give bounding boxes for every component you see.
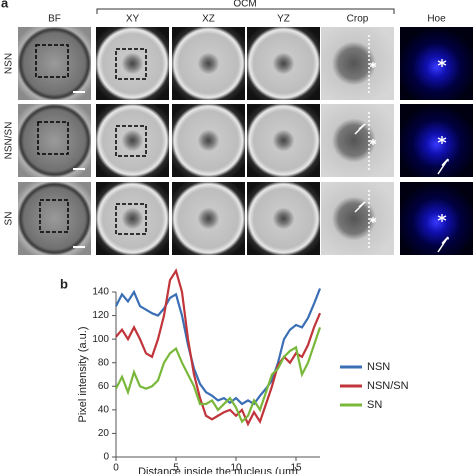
row-label: NSN/SN — [4, 122, 15, 160]
micrograph — [321, 27, 394, 100]
micrograph — [247, 104, 320, 177]
roi-box — [115, 125, 147, 157]
row-label: SN — [4, 212, 15, 226]
y-tick-label: 40 — [98, 404, 110, 415]
micrograph — [18, 27, 91, 100]
legend-label: SN — [367, 399, 382, 411]
arrow — [437, 158, 449, 175]
roi-box — [115, 48, 147, 80]
arrow — [437, 236, 449, 253]
asterisk — [369, 217, 377, 223]
group-label: OCM — [233, 0, 256, 10]
arrow — [354, 201, 366, 213]
y-axis-title: Pixel intensity (a.u.) — [77, 327, 89, 423]
asterisk — [437, 214, 447, 222]
asterisk — [369, 139, 377, 145]
micrograph — [400, 27, 473, 100]
legend-label: NSN — [367, 361, 390, 373]
y-tick-label: 100 — [92, 334, 109, 345]
column-label: Hoe — [427, 14, 446, 25]
micrograph — [321, 104, 394, 177]
micrograph — [400, 182, 473, 255]
row-label: NSN — [4, 53, 15, 74]
series-line — [115, 327, 322, 424]
micrograph — [247, 182, 320, 255]
micrograph — [172, 27, 245, 100]
column-label: XZ — [202, 14, 215, 25]
micrograph — [321, 182, 394, 255]
x-tick-label: 0 — [113, 463, 119, 474]
x-tick-label: 10 — [230, 463, 242, 474]
asterisk — [437, 59, 447, 67]
panel-label: b — [60, 276, 68, 291]
y-tick-label: 120 — [92, 310, 109, 321]
y-tick-label: 0 — [103, 452, 109, 463]
series-line — [115, 268, 322, 427]
roi-box — [35, 44, 69, 78]
y-tick-label: 20 — [98, 428, 110, 439]
micrograph — [96, 182, 169, 255]
micrograph — [172, 104, 245, 177]
asterisk — [437, 136, 447, 144]
x-tick-label: 15 — [290, 463, 302, 474]
micrograph — [96, 104, 169, 177]
roi-box — [115, 203, 147, 235]
micrograph — [18, 104, 91, 177]
panel-label: a — [1, 0, 9, 10]
arrow — [354, 123, 366, 135]
column-label: YZ — [277, 14, 290, 25]
roi-box — [37, 121, 69, 155]
ocm-bracket — [96, 8, 395, 14]
asterisk — [369, 62, 377, 68]
column-label: XY — [126, 14, 140, 25]
roi-box — [39, 199, 69, 233]
column-label: Crop — [347, 14, 369, 25]
y-tick-label: 60 — [98, 381, 110, 392]
micrograph — [172, 182, 245, 255]
micrograph — [18, 182, 91, 255]
micrograph — [400, 104, 473, 177]
micrograph — [247, 27, 320, 100]
legend-label: NSN/SN — [367, 380, 409, 392]
y-tick-label: 140 — [92, 287, 109, 298]
y-tick-label: 80 — [98, 357, 110, 368]
column-label: BF — [48, 14, 61, 25]
x-axis-title: Distance inside the nucleus (μm) — [138, 466, 298, 474]
series-line — [115, 288, 322, 406]
x-tick-label: 5 — [173, 463, 179, 474]
micrograph — [96, 27, 169, 100]
